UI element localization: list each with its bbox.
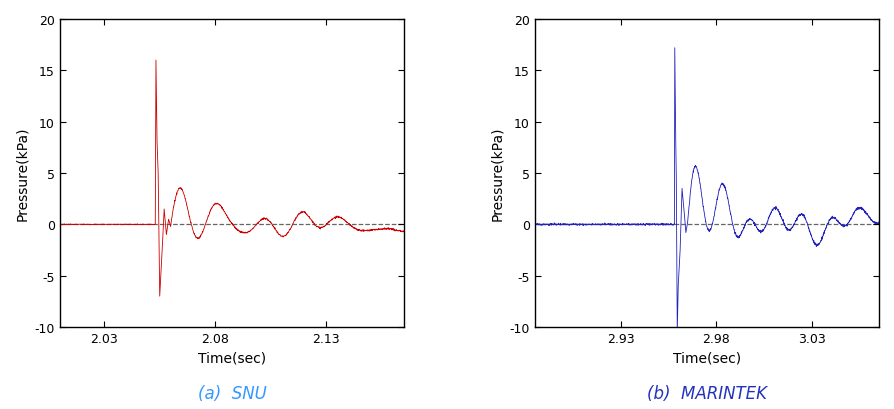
X-axis label: Time(sec): Time(sec) [198, 351, 266, 364]
X-axis label: Time(sec): Time(sec) [673, 351, 741, 364]
Y-axis label: Pressure(kPa): Pressure(kPa) [15, 126, 29, 221]
Text: (b)  MARINTEK: (b) MARINTEK [647, 384, 767, 402]
Y-axis label: Pressure(kPa): Pressure(kPa) [490, 126, 504, 221]
Text: (a)  SNU: (a) SNU [198, 384, 266, 402]
